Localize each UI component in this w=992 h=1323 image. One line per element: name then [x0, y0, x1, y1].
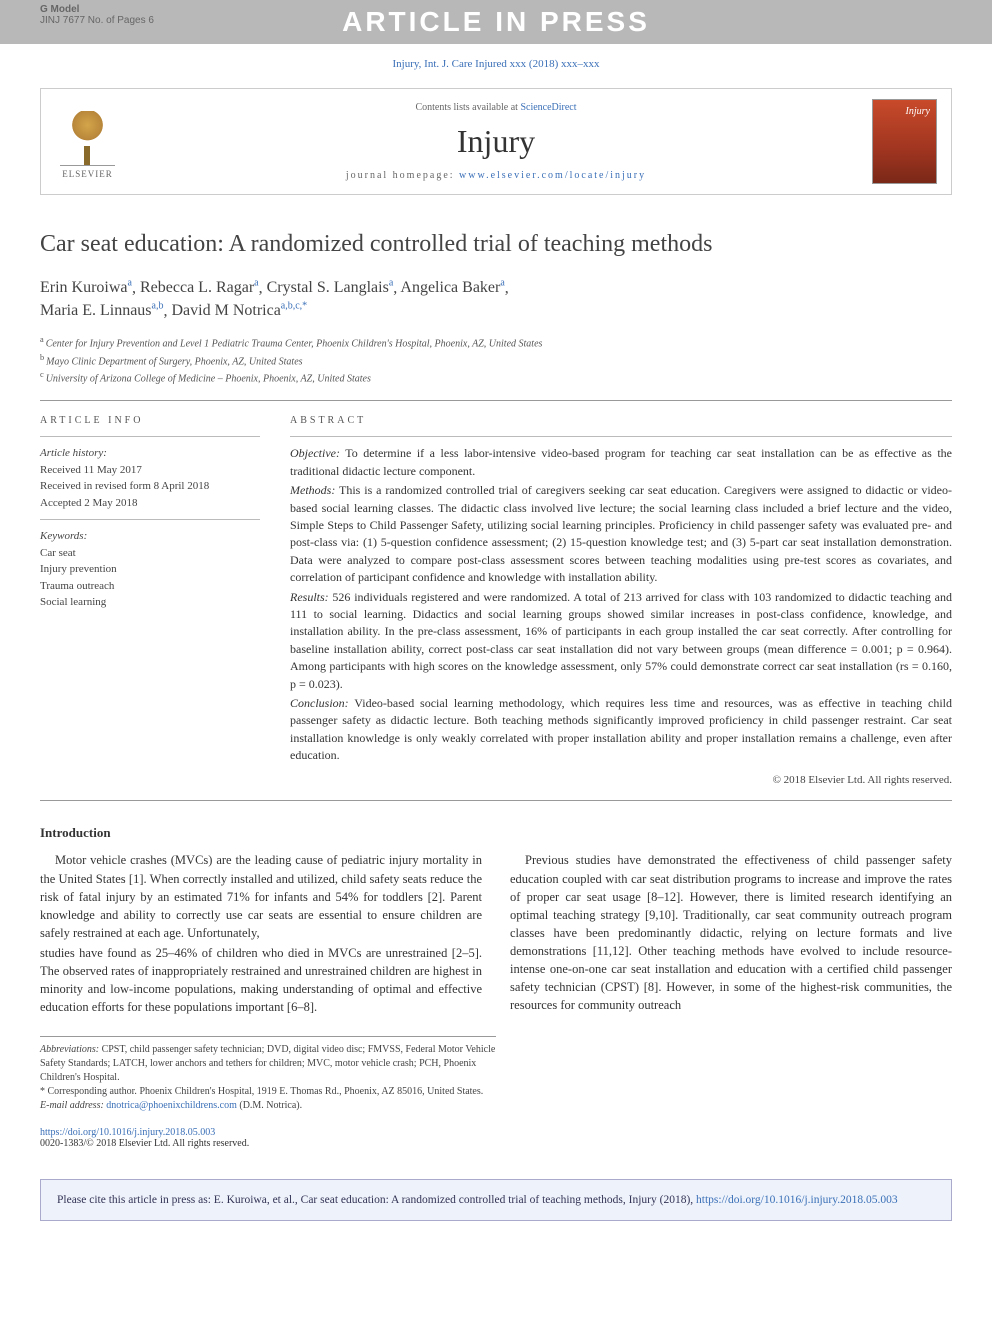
homepage-link[interactable]: www.elsevier.com/locate/injury: [459, 170, 646, 181]
homepage-pre: journal homepage:: [346, 170, 459, 181]
author: David M Notricaa,b,c,*: [171, 302, 307, 319]
results-text: 526 individuals registered and were rand…: [290, 590, 952, 691]
abstract-label: ABSTRACT: [290, 415, 952, 426]
objective-text: To determine if a less labor-intensive v…: [290, 446, 952, 477]
intro-para: Previous studies have demonstrated the e…: [510, 851, 952, 1014]
homepage-line: journal homepage: www.elsevier.com/locat…: [134, 170, 858, 181]
article-history: Article history: Received 11 May 2017 Re…: [40, 445, 260, 511]
abstract-col: ABSTRACT Objective: To determine if a le…: [290, 415, 952, 786]
journal-cover-thumb: [872, 99, 937, 184]
keyword: Social learning: [40, 594, 260, 611]
header-center: Contents lists available at ScienceDirec…: [134, 102, 858, 181]
corr-label: * Corresponding author.: [40, 1086, 137, 1097]
history-accepted: Accepted 2 May 2018: [40, 495, 260, 512]
objective-label: Objective:: [290, 446, 340, 460]
sciencedirect-link[interactable]: ScienceDirect: [520, 102, 576, 113]
methods-text: This is a randomized controlled trial of…: [290, 483, 952, 584]
elsevier-logo: ELSEVIER: [55, 104, 120, 179]
issn-line: 0020-1383/© 2018 Elsevier Ltd. All right…: [40, 1138, 249, 1149]
keyword: Injury prevention: [40, 561, 260, 578]
article-title: Car seat education: A randomized control…: [40, 229, 952, 259]
history-revised: Received in revised form 8 April 2018: [40, 478, 260, 495]
intro-para: Motor vehicle crashes (MVCs) are the lea…: [40, 851, 482, 942]
gmodel-line2: JINJ 7677 No. of Pages 6: [40, 15, 154, 26]
info-abstract-row: ARTICLE INFO Article history: Received 1…: [40, 415, 952, 786]
conclusion-text: Video-based social learning methodology,…: [290, 696, 952, 762]
watermark-bar: G Model JINJ 7677 No. of Pages 6 ARTICLE…: [0, 0, 992, 44]
keywords-list: Car seat Injury prevention Trauma outrea…: [40, 545, 260, 611]
divider: [40, 800, 952, 801]
footnotes: Abbreviations: CPST, child passenger saf…: [40, 1036, 496, 1113]
doi-block: https://doi.org/10.1016/j.injury.2018.05…: [40, 1127, 952, 1149]
results-label: Results:: [290, 590, 329, 604]
abbrev-text: CPST, child passenger safety technician;…: [40, 1044, 495, 1083]
email-label: E-mail address:: [40, 1100, 104, 1111]
author: Crystal S. Langlaisa: [267, 279, 394, 296]
history-head: Article history:: [40, 445, 260, 462]
article-info-col: ARTICLE INFO Article history: Received 1…: [40, 415, 260, 786]
cite-doi-link[interactable]: https://doi.org/10.1016/j.injury.2018.05…: [696, 1194, 898, 1206]
intro-para: studies have found as 25–46% of children…: [40, 944, 482, 1017]
cite-box: Please cite this article in press as: E.…: [40, 1179, 952, 1221]
gmodel-line1: G Model: [40, 4, 154, 15]
journal-header: ELSEVIER Contents lists available at Sci…: [40, 88, 952, 195]
cite-text: Please cite this article in press as: E.…: [57, 1194, 696, 1206]
author: Erin Kuroiwaa: [40, 279, 132, 296]
elsevier-tree-icon: [60, 111, 115, 166]
email-paren: (D.M. Notrica).: [237, 1100, 302, 1111]
divider: [40, 400, 952, 401]
keyword: Car seat: [40, 545, 260, 562]
body-columns: Motor vehicle crashes (MVCs) are the lea…: [40, 851, 952, 1017]
affiliations: aCenter for Injury Prevention and Level …: [40, 334, 952, 386]
intro-heading: Introduction: [40, 825, 952, 841]
conclusion-label: Conclusion:: [290, 696, 349, 710]
keywords-head: Keywords:: [40, 528, 260, 545]
keyword: Trauma outreach: [40, 578, 260, 595]
author-list: Erin Kuroiwaa, Rebecca L. Ragara, Crysta…: [40, 277, 952, 322]
methods-label: Methods:: [290, 483, 335, 497]
corr-email-link[interactable]: dnotrica@phoenixchildrens.com: [106, 1100, 237, 1111]
doi-link[interactable]: https://doi.org/10.1016/j.injury.2018.05…: [40, 1127, 215, 1138]
watermark-text: ARTICLE IN PRESS: [342, 6, 650, 37]
author: Angelica Bakera: [400, 279, 504, 296]
corr-text: Phoenix Children's Hospital, 1919 E. Tho…: [137, 1086, 483, 1097]
copyright-line: © 2018 Elsevier Ltd. All rights reserved…: [290, 774, 952, 786]
history-received: Received 11 May 2017: [40, 462, 260, 479]
keywords-block: Keywords: Car seat Injury prevention Tra…: [40, 528, 260, 611]
author: Rebecca L. Ragara: [140, 279, 259, 296]
publisher-name: ELSEVIER: [62, 169, 113, 179]
author: Maria E. Linnausa,b: [40, 302, 163, 319]
top-citation: Injury, Int. J. Care Injured xxx (2018) …: [40, 58, 952, 70]
gmodel-block: G Model JINJ 7677 No. of Pages 6: [40, 4, 154, 26]
contents-line: Contents lists available at ScienceDirec…: [134, 102, 858, 113]
abbrev-label: Abbreviations:: [40, 1044, 99, 1055]
article-info-label: ARTICLE INFO: [40, 415, 260, 426]
journal-name: Injury: [134, 123, 858, 160]
contents-pre: Contents lists available at: [415, 102, 520, 113]
abstract-body: Objective: To determine if a less labor-…: [290, 445, 952, 764]
